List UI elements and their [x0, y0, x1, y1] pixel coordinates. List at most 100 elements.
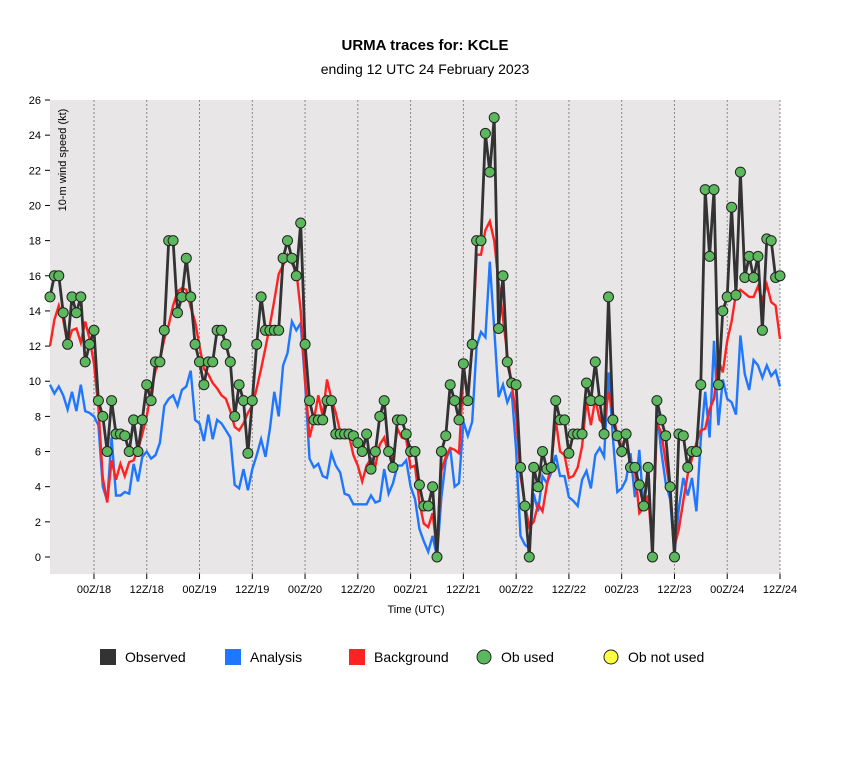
legend: Observed Analysis Background Ob used Ob not … [100, 649, 704, 665]
x-tick-label-13: 12Z/24 [763, 584, 797, 596]
x-tick-label-7: 12Z/21 [446, 584, 480, 596]
ob-used-point-156 [730, 289, 742, 301]
ob-used-point-88 [431, 551, 443, 563]
y-tick-label-1: 2 [35, 517, 41, 529]
ob-used-point-81 [400, 428, 412, 440]
ob-used-point-114 [545, 461, 557, 473]
x-tick-label-2: 00Z/19 [182, 584, 216, 596]
ob-used-point-86 [422, 500, 434, 512]
ob-used-point-71 [356, 446, 368, 457]
ob-used-point-73 [365, 463, 377, 475]
ob-used-point-111 [532, 481, 544, 493]
ob-used-point-84 [413, 479, 425, 491]
legend-label-observed: Observed [125, 649, 186, 665]
ob-used-point-40 [220, 338, 232, 350]
ob-used-point-74 [369, 446, 381, 457]
ob-used-point-20 [132, 446, 144, 457]
ob-used-point-151 [708, 184, 720, 196]
ob-used-point-106 [510, 379, 522, 391]
ob-used-point-62 [317, 414, 329, 426]
ob-used-point-136 [642, 461, 654, 473]
ob-used-point-93 [453, 414, 465, 426]
ob-used-point-148 [695, 379, 707, 391]
ob-used-point-142 [669, 551, 680, 563]
ob-used-point-150 [704, 250, 716, 262]
ob-used-point-22 [141, 379, 153, 391]
y-tick-label-11: 22 [29, 165, 41, 177]
ob-used-point-37 [207, 356, 219, 368]
x-tick-label-4: 00Z/20 [288, 584, 322, 596]
ob-used-point-127 [603, 291, 614, 303]
ob-used-point-4 [62, 338, 74, 350]
ob-used-point-101 [488, 112, 500, 124]
ob-used-point-58 [299, 338, 311, 350]
ob-used-point-107 [515, 461, 526, 473]
ob-used-point-144 [677, 430, 689, 442]
ob-used-point-10 [88, 324, 100, 336]
legend-swatch-ob_used [476, 649, 492, 665]
ob-used-point-2 [53, 270, 65, 282]
background-line [48, 217, 782, 552]
ob-used-point-92 [449, 395, 461, 407]
ob-used-point-78 [387, 461, 399, 473]
ob-used-point-72 [361, 428, 373, 440]
ob-used-point-110 [528, 461, 540, 473]
ob-used-point-83 [409, 446, 421, 457]
x-tick-label-6: 00Z/21 [393, 584, 427, 596]
ob-used-point-75 [374, 410, 386, 422]
legend-swatch-ob_not_used [603, 649, 619, 665]
ob-used-point-126 [598, 428, 610, 440]
ob-used-point-31 [180, 252, 192, 264]
ob-used-point-133 [629, 461, 641, 473]
x-tick-label-9: 12Z/22 [552, 584, 586, 596]
x-tick-label-10: 00Z/23 [605, 584, 639, 596]
y-tick-label-4: 8 [35, 411, 41, 423]
ob-used-point-8 [79, 356, 91, 368]
ob-used-point-6 [70, 307, 82, 319]
ob-used-point-21 [136, 414, 148, 426]
ob-used-point-54 [282, 235, 293, 247]
y-tick-label-13: 26 [29, 95, 41, 107]
ob-used-point-154 [721, 291, 733, 303]
ob-used-point-42 [229, 410, 241, 422]
ob-used-point-122 [581, 377, 592, 389]
ob-used-point-108 [519, 500, 531, 512]
ob-used-point-7 [75, 291, 87, 303]
ob-used-point-160 [748, 272, 760, 283]
ob-used-point-109 [523, 551, 535, 563]
ob-used-point-141 [664, 481, 676, 493]
y-tick-label-6: 12 [29, 341, 41, 353]
ob-used-point-9 [84, 338, 96, 350]
ob-used-point-25 [154, 356, 166, 368]
y-tick-label-2: 4 [35, 482, 41, 494]
y-tick-label-8: 16 [29, 271, 41, 283]
ob-used-point-35 [198, 379, 210, 391]
ob-used-point-130 [616, 446, 628, 457]
ob-used-point-103 [497, 270, 509, 282]
y-axis-label: 10-m wind speed (kt) [57, 109, 69, 212]
ob-used-point-23 [145, 395, 157, 407]
chart-subtitle: ending 12 UTC 24 February 2023 [321, 61, 530, 77]
ob-used-point-140 [660, 430, 672, 442]
y-tick-label-5: 10 [29, 376, 41, 388]
x-axis-label: Time (UTC) [387, 604, 444, 616]
ob-used-point-52 [273, 324, 285, 336]
x-tick-label-5: 12Z/20 [341, 584, 375, 596]
ob-used-point-104 [501, 356, 513, 368]
x-tick-label-0: 00Z/18 [77, 584, 111, 596]
ob-used-point-124 [589, 356, 601, 368]
legend-swatch-background [349, 649, 365, 665]
ob-used-point-11 [92, 395, 104, 407]
legend-swatch-observed [100, 649, 116, 665]
ob-used-point-80 [396, 414, 408, 426]
ob-used-point-57 [295, 217, 307, 229]
ob-used-point-17 [119, 430, 131, 442]
ob-used-point-29 [172, 307, 183, 319]
x-tick-label-12: 00Z/24 [710, 584, 744, 596]
ob-used-point-59 [304, 395, 315, 407]
ob-used-point-117 [559, 414, 570, 426]
ob-used-point-164 [765, 235, 777, 247]
legend-swatch-analysis [225, 649, 241, 665]
